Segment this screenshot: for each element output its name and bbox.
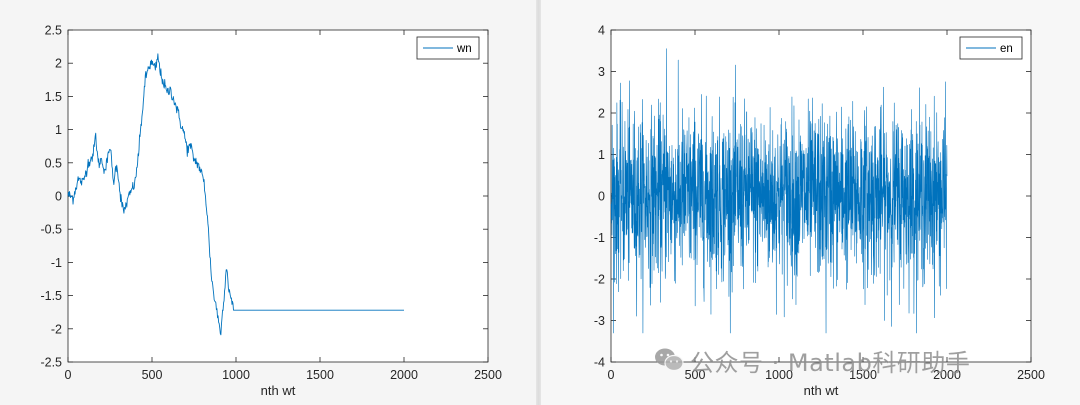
y-tick-label: -1 xyxy=(594,231,605,245)
y-tick-label: 2 xyxy=(55,57,62,71)
watermark-text: 公众号 · Matlab科研助手 xyxy=(690,348,971,377)
x-tick-label: 0 xyxy=(65,368,72,382)
y-tick-label: 3 xyxy=(598,65,605,79)
y-tick-label: -2 xyxy=(594,273,605,287)
y-tick-label: -1.5 xyxy=(40,289,62,303)
y-tick-label: -4 xyxy=(594,356,605,370)
chart-panel-wn: 0 500 1000 1500 2000 2500 2.5 2 1.5 1 0.5 0 -0.5 -1 -1… xyxy=(0,0,536,405)
chart-en: 0 500 1000 1500 2000 2500 4 3 2 1 0 -1 -2 -3 -4 nth wt e… xyxy=(594,24,1045,399)
y-tick-label: -1 xyxy=(51,256,62,270)
y-tick-label: 2.5 xyxy=(45,24,62,38)
y-tick-label: -0.5 xyxy=(40,223,62,237)
chart-wn: 0 500 1000 1500 2000 2500 2.5 2 1.5 1 0.5 0 -0.5 -1 -1… xyxy=(40,24,502,399)
x-tick-label: 1000 xyxy=(222,368,250,382)
x-tick-label: 2000 xyxy=(933,368,961,382)
y-tick-label: -2 xyxy=(51,322,62,336)
y-tick-label: 0.5 xyxy=(45,156,62,170)
watermark: 公众号 · Matlab科研助手 xyxy=(654,342,970,378)
legend-label: wn xyxy=(456,43,472,55)
chart-panel-en: 0 500 1000 1500 2000 2500 4 3 2 1 0 -1 -2 -3 -4 nth wt e… xyxy=(541,0,1080,405)
y-tick-label: 0 xyxy=(598,190,605,204)
x-tick-label: 2500 xyxy=(1017,368,1045,382)
series-line-wn xyxy=(67,53,404,336)
y-tick-label: 2 xyxy=(598,107,605,121)
x-tick-label: 1000 xyxy=(765,368,793,382)
panel-divider[interactable] xyxy=(536,0,541,405)
x-tick-label: 2500 xyxy=(474,368,502,382)
y-tick-label: 0 xyxy=(55,190,62,204)
y-tick-label: -3 xyxy=(594,314,605,328)
x-tick-label: 1500 xyxy=(306,368,334,382)
plot-area xyxy=(67,29,489,363)
x-tick-label: 1500 xyxy=(849,368,877,382)
y-tick-label: 1 xyxy=(598,148,605,162)
x-tick-label: 2000 xyxy=(390,368,418,382)
y-tick-label: -2.5 xyxy=(40,356,62,370)
y-tick-label: 1 xyxy=(55,123,62,137)
y-tick-label: 4 xyxy=(598,24,605,38)
x-tick-label: 0 xyxy=(608,368,615,382)
x-tick-label: 500 xyxy=(142,368,163,382)
x-axis-label: nth wt xyxy=(261,383,296,398)
x-tick-label: 500 xyxy=(685,368,706,382)
legend-label: en xyxy=(1000,43,1013,55)
y-tick-label: 1.5 xyxy=(45,90,62,104)
x-axis-label: nth wt xyxy=(804,383,839,398)
wechat-icon xyxy=(655,348,684,372)
series-line-en xyxy=(610,48,948,334)
